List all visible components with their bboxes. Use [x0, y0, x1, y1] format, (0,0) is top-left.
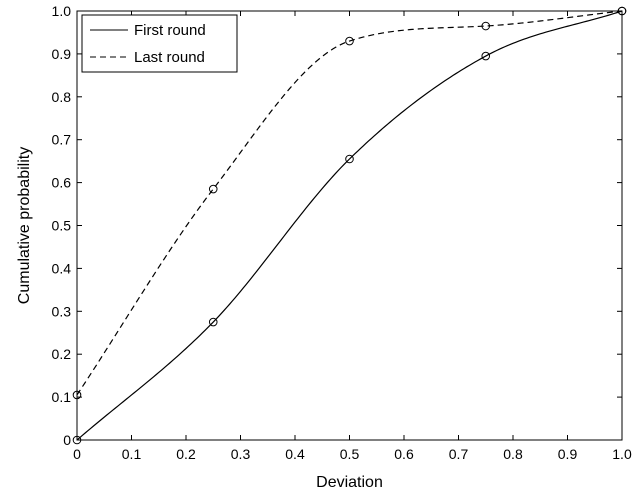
legend: First round Last round: [81, 14, 238, 73]
x-tick-label: 0.8: [503, 446, 523, 462]
legend-label-first-round: First round: [134, 22, 206, 39]
x-tick-label: 0.6: [394, 446, 414, 462]
legend-box: [81, 14, 238, 73]
legend-label-last-round: Last round: [134, 49, 205, 66]
x-tick-label: 0.4: [285, 446, 305, 462]
y-tick-label: 0.8: [52, 89, 72, 105]
x-axis-title: Deviation: [316, 474, 383, 491]
x-tick-label: 0.9: [558, 446, 578, 462]
data-point-first-round: [481, 51, 491, 61]
y-axis-title: Cumulative probability: [16, 147, 33, 304]
y-tick-label: 0.5: [52, 218, 72, 234]
y-tick-label: 0.2: [52, 346, 72, 362]
series-layer: [72, 6, 627, 445]
y-tick-label: 0.7: [52, 132, 72, 148]
y-tick-label: 1.0: [52, 3, 72, 19]
y-tick-label: 0.9: [52, 46, 72, 62]
x-tick-label: 0: [73, 446, 81, 462]
x-tick-label: 0.1: [122, 446, 142, 462]
series-line-last-round: [76, 10, 623, 396]
data-point-last-round: [208, 184, 218, 194]
x-tick-label: 0.3: [231, 446, 251, 462]
data-point-first-round: [208, 317, 218, 327]
data-point-last-round: [481, 21, 491, 31]
ticks-layer: 0 0.1 0.2 0.3 0.4 0.5 0.6 0.7 0.8 0.9 1.0 0 0.1 0.2 0.…: [52, 3, 632, 462]
x-tick-label: 0.7: [449, 446, 469, 462]
y-tick-label: 0: [63, 432, 71, 448]
x-tick-label: 0.2: [176, 446, 196, 462]
y-tick-label: 0.4: [52, 260, 72, 276]
y-tick-label: 0.3: [52, 303, 72, 319]
x-tick-label: 1.0: [612, 446, 632, 462]
y-tick-label: 0.6: [52, 175, 72, 191]
x-tick-label: 0.5: [340, 446, 360, 462]
data-point-first-round: [345, 154, 354, 164]
data-point-last-round: [345, 36, 354, 46]
y-tick-label: 0.1: [52, 389, 72, 405]
series-line-first-round: [76, 10, 623, 441]
plot-frame: [76, 10, 623, 441]
